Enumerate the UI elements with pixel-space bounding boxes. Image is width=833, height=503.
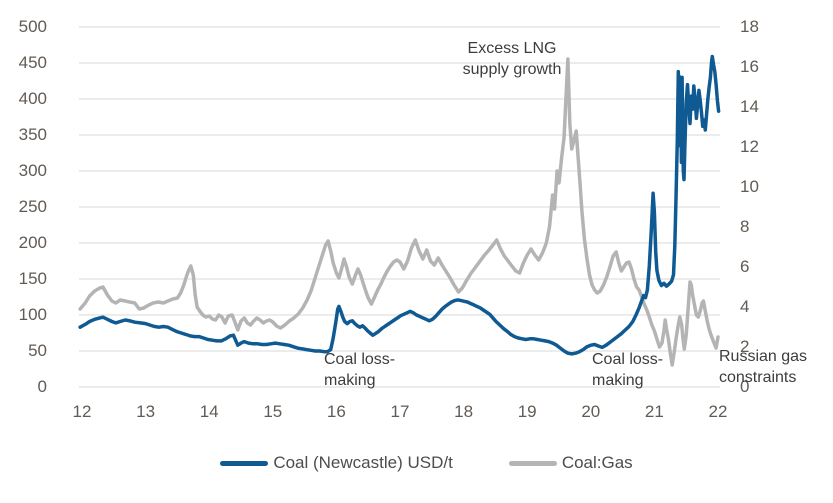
annotation-coal-loss-making-2020: Coal loss- making	[592, 351, 664, 389]
legend-item-coal-gas: Coal:Gas	[508, 453, 633, 473]
series-line-coal-newcastle	[78, 54, 721, 356]
legend-item-coal-newcastle: Coal (Newcastle) USD/t	[220, 453, 453, 473]
legend-label-coal-newcastle: Coal (Newcastle) USD/t	[273, 453, 453, 472]
annotation-coal-loss-making-2016: Coal loss- making	[324, 351, 396, 389]
legend: Coal (Newcastle) USD/t Coal:Gas	[10, 449, 833, 477]
series-line-coal-gas	[78, 57, 720, 367]
legend-line-swatch-coal-newcastle	[220, 460, 269, 466]
annotation-excess-lng-supply-growth: Excess LNG supply growth	[462, 40, 562, 78]
legend-line-swatch-coal-gas	[508, 460, 557, 466]
annotation-russian-gas-constraints: Russian gas constraints	[719, 348, 808, 386]
legend-label-coal-gas: Coal:Gas	[561, 453, 633, 472]
